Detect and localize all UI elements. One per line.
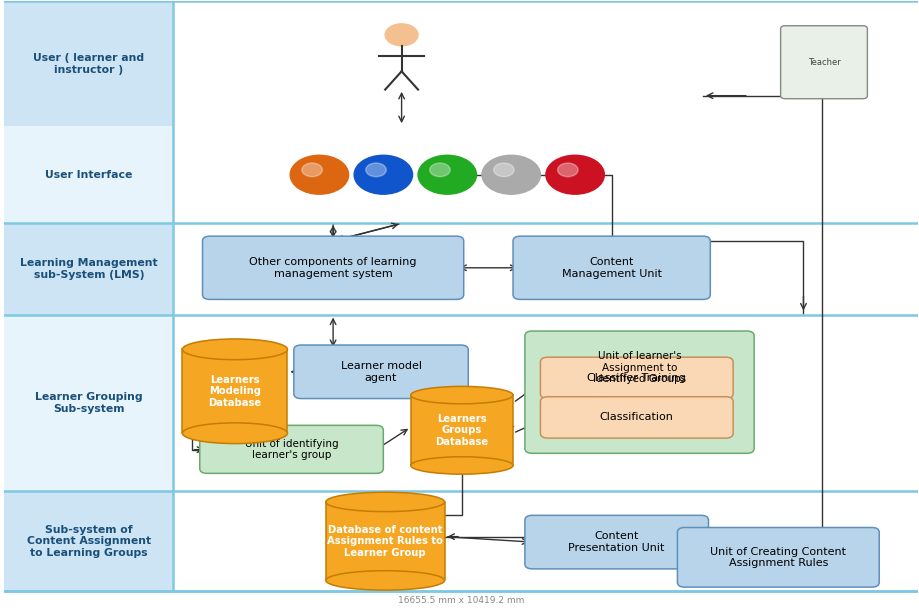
FancyBboxPatch shape xyxy=(525,515,709,569)
Text: Content
Management Unit: Content Management Unit xyxy=(562,257,662,279)
Bar xyxy=(5,491,917,591)
Text: Sub-system of
Content Assignment
to Learning Groups: Sub-system of Content Assignment to Lear… xyxy=(27,525,151,558)
Text: Learning Management
sub-System (LMS): Learning Management sub-System (LMS) xyxy=(20,258,158,280)
Bar xyxy=(174,224,917,315)
Text: Content
Presentation Unit: Content Presentation Unit xyxy=(569,532,664,553)
Ellipse shape xyxy=(411,457,513,474)
Bar xyxy=(326,502,445,580)
Ellipse shape xyxy=(326,492,445,511)
Bar xyxy=(174,1,917,126)
Text: Classifier Training: Classifier Training xyxy=(587,373,686,383)
FancyBboxPatch shape xyxy=(513,236,710,299)
Text: Unit of identifying
learner's group: Unit of identifying learner's group xyxy=(244,439,338,460)
Ellipse shape xyxy=(182,339,288,360)
Circle shape xyxy=(430,163,450,177)
Bar xyxy=(174,491,917,591)
Bar xyxy=(5,126,917,224)
Circle shape xyxy=(494,163,514,177)
Bar xyxy=(174,126,917,224)
Circle shape xyxy=(558,163,578,177)
Text: 16655.5 mm x 10419.2 mm: 16655.5 mm x 10419.2 mm xyxy=(398,596,524,605)
FancyBboxPatch shape xyxy=(677,527,879,587)
Text: User ( learner and
instructor ): User ( learner and instructor ) xyxy=(33,53,144,75)
Bar xyxy=(411,395,513,466)
Text: Learner model
agent: Learner model agent xyxy=(341,361,422,382)
Circle shape xyxy=(290,155,348,194)
FancyBboxPatch shape xyxy=(540,357,733,398)
Text: Database of content
Assignment Rules to
Learner Group: Database of content Assignment Rules to … xyxy=(327,525,443,558)
Circle shape xyxy=(482,155,540,194)
Circle shape xyxy=(546,155,605,194)
Circle shape xyxy=(366,163,386,177)
Circle shape xyxy=(418,155,476,194)
Ellipse shape xyxy=(182,423,288,444)
FancyBboxPatch shape xyxy=(540,397,733,438)
FancyBboxPatch shape xyxy=(780,26,868,99)
Text: Learners
Groups
Database: Learners Groups Database xyxy=(436,414,488,447)
Circle shape xyxy=(385,24,418,46)
Bar xyxy=(182,349,288,433)
Ellipse shape xyxy=(411,386,513,404)
Bar xyxy=(5,315,917,491)
Ellipse shape xyxy=(326,571,445,590)
Text: Unit of Creating Content
Assignment Rules: Unit of Creating Content Assignment Rule… xyxy=(710,546,846,568)
Circle shape xyxy=(354,155,413,194)
Bar xyxy=(174,315,917,491)
Text: Unit of learner's
Assignment to
Identifyed Groups: Unit of learner's Assignment to Identify… xyxy=(593,351,686,384)
Text: Other components of learning
management system: Other components of learning management … xyxy=(249,257,417,279)
Circle shape xyxy=(301,163,323,177)
Text: Learners
Modeling
Database: Learners Modeling Database xyxy=(209,375,262,408)
Text: User Interface: User Interface xyxy=(45,170,132,180)
Text: Classification: Classification xyxy=(600,412,674,422)
FancyBboxPatch shape xyxy=(202,236,464,299)
Bar xyxy=(5,224,917,315)
Bar xyxy=(5,1,917,126)
FancyBboxPatch shape xyxy=(199,425,383,474)
Text: Teacher: Teacher xyxy=(808,57,840,67)
FancyBboxPatch shape xyxy=(294,345,469,398)
FancyBboxPatch shape xyxy=(525,331,754,453)
Text: Learner Grouping
Sub-system: Learner Grouping Sub-system xyxy=(35,392,142,414)
